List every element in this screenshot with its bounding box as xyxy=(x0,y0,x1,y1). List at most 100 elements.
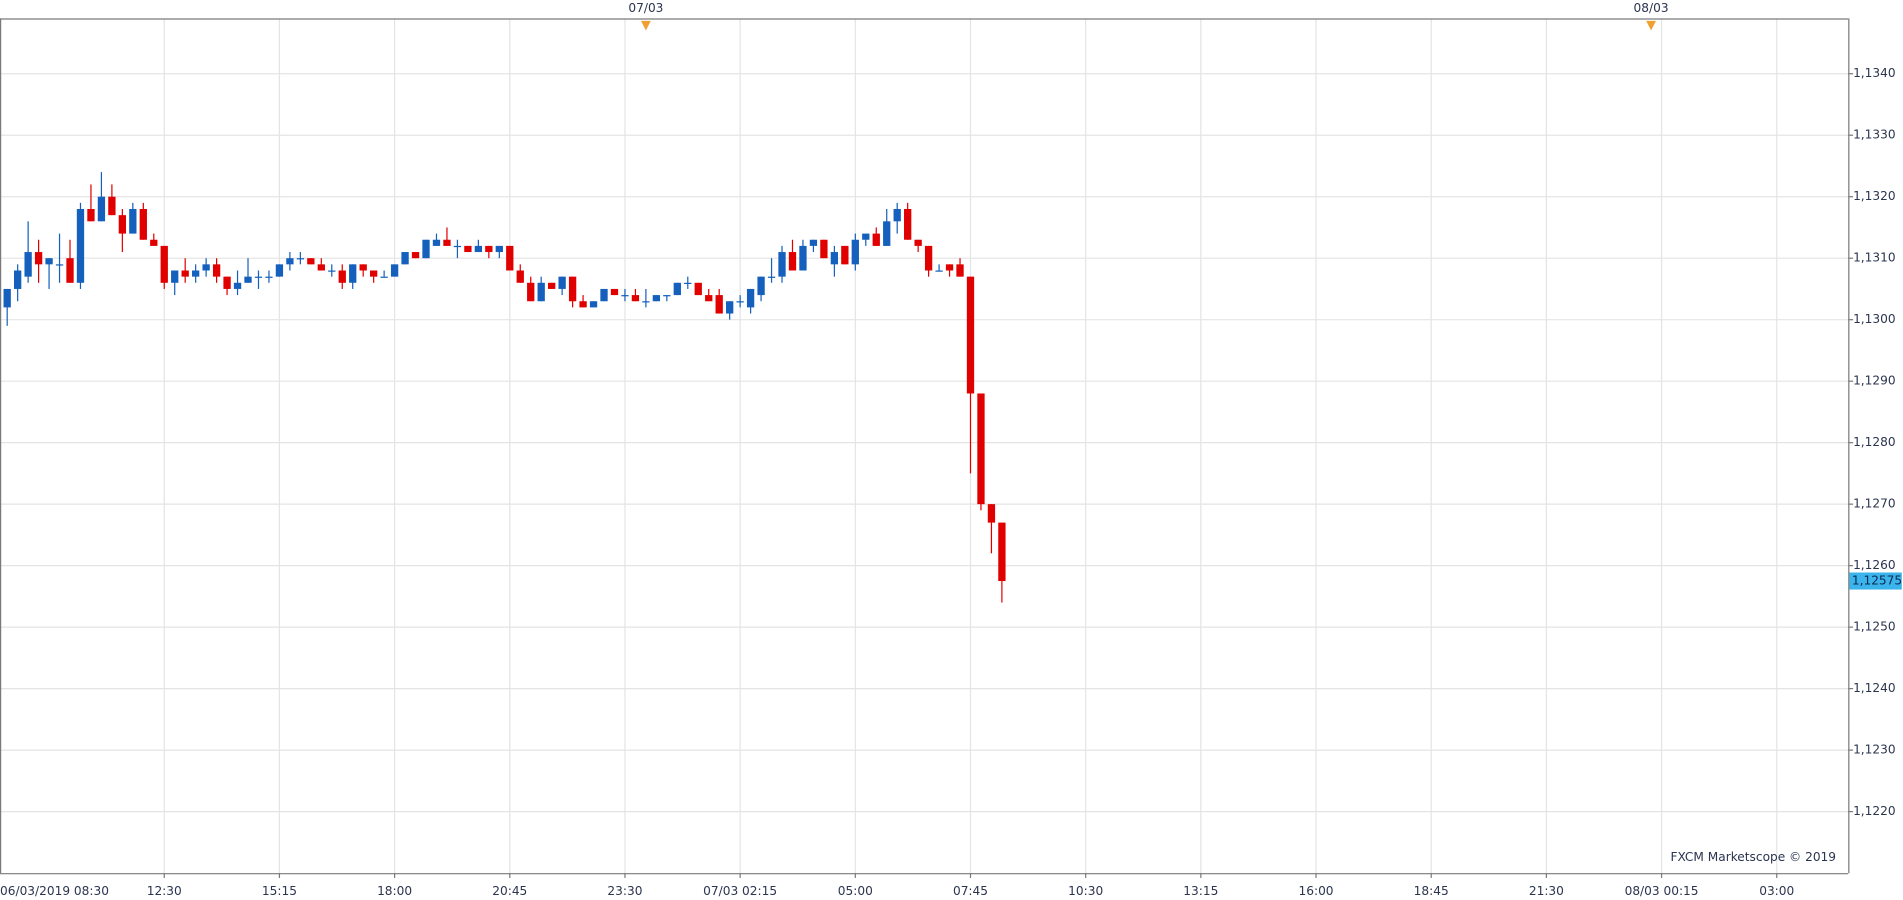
candle-body xyxy=(987,504,996,523)
candle-body xyxy=(55,264,64,266)
candle-body xyxy=(966,276,975,394)
candle-body xyxy=(757,276,765,296)
candle-body xyxy=(568,276,577,302)
candle-body xyxy=(192,270,200,277)
candle-body xyxy=(390,264,399,277)
candle-body xyxy=(705,295,713,302)
last-price-tag xyxy=(1849,572,1902,590)
candle-body xyxy=(97,196,106,222)
x-tick-label: 16:00 xyxy=(1299,884,1334,898)
candle-body xyxy=(87,209,95,222)
candle-body xyxy=(24,252,32,277)
candle-body xyxy=(914,239,922,246)
candle-body xyxy=(66,258,74,283)
candle-body xyxy=(464,245,472,253)
y-tick-label: 1,1300 xyxy=(1853,312,1896,326)
candle-body xyxy=(432,239,441,246)
y-tick-label: 1,1310 xyxy=(1853,251,1896,265)
candle-body xyxy=(296,258,305,260)
candle-body xyxy=(558,276,566,289)
candle-body xyxy=(998,522,1006,582)
y-tick-label: 1,1220 xyxy=(1853,804,1896,818)
x-tick-label: 06/03/2019 08:30 xyxy=(0,884,109,898)
candle-body xyxy=(788,252,797,271)
y-tick-label: 1,1280 xyxy=(1853,435,1896,449)
candle-body xyxy=(767,276,776,278)
candle-body xyxy=(474,245,483,253)
candle-body xyxy=(401,252,409,265)
candle-body xyxy=(893,209,901,222)
candle-body xyxy=(370,270,378,277)
candle-body xyxy=(506,245,514,271)
y-tick-label: 1,1260 xyxy=(1853,558,1896,572)
candle-body xyxy=(600,288,608,302)
y-tick-label: 1,1270 xyxy=(1853,497,1896,511)
candle-body xyxy=(411,252,420,259)
candle-body xyxy=(684,282,692,285)
candle-body xyxy=(663,295,671,297)
y-tick-label: 1,1320 xyxy=(1853,189,1896,203)
candle-body xyxy=(212,264,221,277)
candle-body xyxy=(118,215,127,234)
candle-body xyxy=(621,295,629,297)
candle-body xyxy=(328,270,336,272)
candle-body xyxy=(872,233,880,246)
candle-body xyxy=(924,245,933,271)
candle-body xyxy=(851,239,859,265)
candle-body xyxy=(453,245,462,248)
y-tick-label: 1,1290 xyxy=(1853,374,1896,388)
grid xyxy=(0,18,1849,874)
x-tick-label: 18:45 xyxy=(1414,884,1449,898)
candle-body xyxy=(286,258,294,265)
candle-body xyxy=(694,282,702,296)
day-marker xyxy=(641,20,651,31)
candles xyxy=(3,172,1006,603)
candle-body xyxy=(977,393,985,505)
y-tick-label: 1,1330 xyxy=(1853,128,1896,142)
candle-body xyxy=(841,245,849,265)
candle-body xyxy=(160,245,168,283)
candle-body xyxy=(14,270,22,289)
candle-body xyxy=(935,270,943,272)
y-tick-label: 1,1340 xyxy=(1853,66,1896,80)
candle-body xyxy=(862,233,870,240)
candle-body xyxy=(223,276,231,289)
candle-body xyxy=(45,258,53,265)
day-marker-label: 08/03 xyxy=(1634,1,1669,15)
candle-body xyxy=(537,282,545,302)
candle-body xyxy=(809,239,818,246)
candle-body xyxy=(349,264,357,283)
candle-body xyxy=(307,258,315,265)
x-tick-label: 07/03 02:15 xyxy=(703,884,777,898)
candle-body xyxy=(181,270,189,277)
candle-body xyxy=(904,209,912,240)
candle-body xyxy=(202,264,210,271)
candle-body xyxy=(631,295,640,302)
candle-body xyxy=(275,264,284,277)
candle-body xyxy=(715,295,723,314)
x-tick-label: 15:15 xyxy=(262,884,297,898)
candle-body xyxy=(129,209,137,234)
y-tick-label: 1,1240 xyxy=(1853,681,1896,695)
x-tick-label: 03:00 xyxy=(1759,884,1794,898)
x-tick-label: 10:30 xyxy=(1068,884,1103,898)
candle-body xyxy=(485,245,493,253)
candle-body xyxy=(422,239,430,259)
x-tick-label: 07:45 xyxy=(953,884,988,898)
candle-body xyxy=(746,288,755,308)
candle-body xyxy=(610,288,619,296)
candle-body xyxy=(652,295,661,302)
candle-body xyxy=(265,276,273,278)
candle-body xyxy=(956,264,964,277)
candle-body xyxy=(495,245,503,253)
candle-body xyxy=(380,276,388,278)
candle-body xyxy=(443,239,451,246)
last-price-label: 1,12575 xyxy=(1852,574,1902,588)
watermark: FXCM Marketscope © 2019 xyxy=(1670,850,1836,864)
candle-body xyxy=(34,252,43,265)
candle-body xyxy=(642,301,650,303)
day-marker-label: 07/03 xyxy=(628,1,663,15)
candle-body xyxy=(726,301,734,314)
candle-body xyxy=(589,301,598,308)
